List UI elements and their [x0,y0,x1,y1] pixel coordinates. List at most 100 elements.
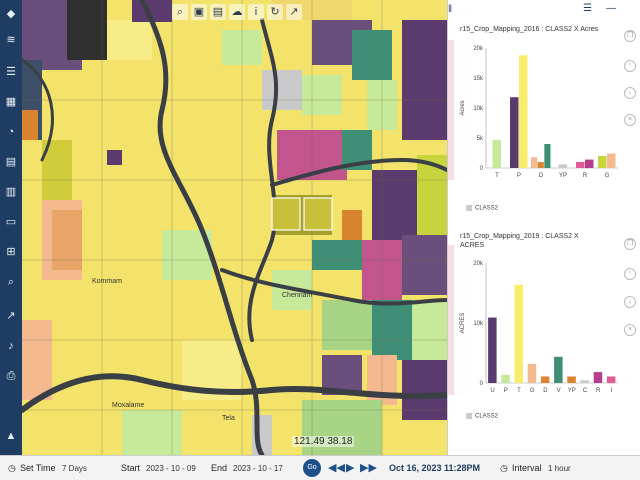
document-icon[interactable]: ▭ [5,216,17,228]
chart1-svg: Acres 0 5k 10k 15k 20k T P D YP R G [460,46,618,179]
bar [606,376,616,383]
interval-label: Interval [512,463,542,473]
save-icon[interactable]: ▣ [191,4,207,20]
x-tick-label: R [583,173,588,179]
cloud-icon[interactable]: ☁ [229,4,245,20]
y-tick-label: 0 [480,381,484,387]
bar [607,153,616,168]
bar [558,164,567,168]
map-toolbar: ⌕ ▣ ▤ ☁ i ↻ ↗ [172,4,302,22]
compass-icon[interactable]: ▲ [5,430,17,442]
x-tick-label: D [543,388,548,394]
copy-icon[interactable]: ❐ [624,238,636,250]
legend-swatch [466,205,472,211]
document-icon[interactable]: ▤ [210,4,226,20]
map-view[interactable]: ⌕ ▣ ▤ ☁ i ↻ ↗ Moxalame Kommam Chennam Te… [22,0,447,455]
y-axis-label: Acres [460,100,466,115]
bell-icon[interactable]: ♪ [8,340,14,352]
x-tick-label: T [517,388,521,394]
bar [537,162,544,168]
bar [580,380,589,383]
chart2-legend-label: CLASS2 [475,413,499,420]
interval-select[interactable]: 1 hour [548,464,571,473]
share-icon[interactable]: ↗ [286,4,302,20]
step-back-icon[interactable]: ◀◀ [328,462,345,474]
bar [544,144,551,168]
y-tick-label: 20k [473,46,484,52]
y-tick-label: 15k [473,76,484,82]
x-tick-label: YP [568,388,576,394]
bar [510,97,519,168]
bar [593,372,603,383]
y-tick-label: 10k [473,106,484,112]
bar [531,157,538,168]
end-date-field[interactable]: 2023 - 10 - 17 [233,464,283,473]
step-forward-icon[interactable]: ▶▶ [360,462,377,474]
place-label: Moxalame [112,402,145,409]
x-tick-label: T [495,173,499,179]
layers-icon[interactable]: ◆ [6,8,16,20]
building-icon[interactable]: ▤ [5,156,17,168]
chart2-scroll-strip [448,245,454,395]
search-icon[interactable]: ⌕ [7,276,15,288]
up-icon[interactable]: ↑ [624,60,636,72]
place-label: Chennam [282,292,313,299]
chart2-svg: ACRES 0 10k 20k U P T G D V YP C R I [460,261,618,394]
chart1-legend: CLASS2 [466,205,498,212]
bar [514,284,523,383]
copy-icon[interactable]: ❐ [624,30,636,42]
list-icon[interactable]: ☰ [583,3,592,14]
bar [501,374,510,383]
refresh-icon[interactable]: ↻ [267,4,283,20]
stack-icon[interactable]: ≋ [6,34,16,46]
y-tick-label: 0 [480,166,484,172]
bar [567,376,576,383]
x-tick-label: C [583,388,588,394]
list-icon[interactable]: ☰ [6,66,16,78]
x-tick-label: G [605,173,610,179]
bar [492,139,501,168]
close-icon[interactable]: × [624,114,636,126]
coordinate-readout: 121.49 38.18 [292,436,355,447]
bar [585,159,594,168]
bar [554,356,563,383]
map-icon[interactable]: ▥ [5,186,17,198]
chart1-legend-label: CLASS2 [475,205,499,212]
play-icon[interactable]: ▶ [346,462,355,474]
zoom-icon[interactable]: ⌕ [172,4,188,20]
down-icon[interactable]: ↓ [624,87,636,99]
clock-icon: ◷ [8,463,16,473]
grid-icon[interactable]: ▦ [5,96,17,108]
bar [540,376,550,383]
start-date-field[interactable]: 2023 - 10 - 09 [146,464,196,473]
end-label: End [211,463,228,473]
place-label: Tela [222,415,235,422]
set-time-label: Set Time [20,463,56,473]
chart2-title-line2: ACRES [460,242,485,249]
bar [576,162,585,168]
x-tick-label: P [504,388,508,394]
x-tick-label: YP [559,173,567,179]
legend-swatch [466,413,472,419]
chart-icon[interactable]: ↗ [6,310,16,322]
print-icon[interactable]: ⎙ [6,370,16,382]
map-canvas [22,0,447,455]
tree-icon[interactable]: ⊞ [6,246,16,258]
minimize-icon[interactable]: — [606,3,616,14]
interval-icon: ◷ [500,463,508,473]
set-time-select[interactable]: 7 Days [62,464,87,473]
go-button[interactable]: Go [303,459,321,477]
y-tick-label: 20k [473,261,484,267]
x-tick-label: D [539,173,544,179]
close-icon[interactable]: × [624,324,636,336]
chart2-title-line1: r15_Crop_Mapping_2019 : CLASS2 X [460,233,579,240]
place-label: Kommam [92,278,122,285]
info-icon[interactable]: i [248,4,264,20]
down-icon[interactable]: ↓ [624,296,636,308]
panel-collapse-handle[interactable]: ‖ [448,4,453,15]
pie-icon[interactable]: ◔ [7,126,15,138]
bar [488,317,497,383]
y-axis-label: ACRES [460,313,466,334]
up-icon[interactable]: ↑ [624,268,636,280]
bar [519,55,528,169]
